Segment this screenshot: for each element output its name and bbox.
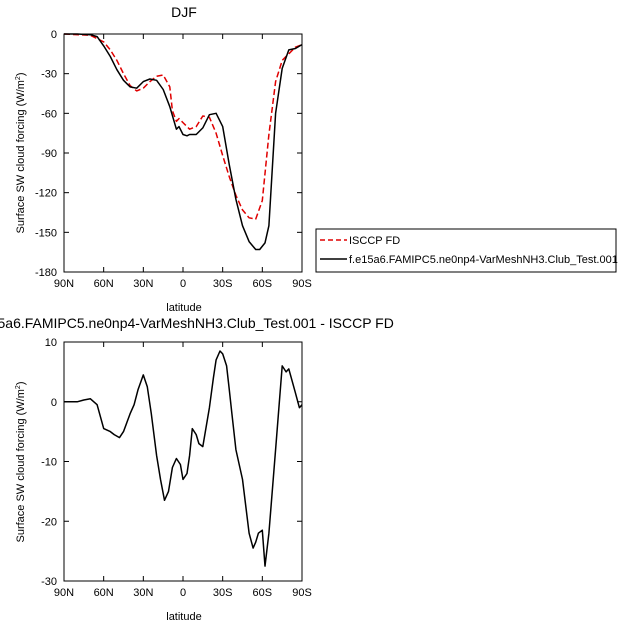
plot1-xtick-label-1: 60N [94,587,114,599]
plot0-xtick-label-1: 60N [94,278,114,290]
plot1-xtick-label-2: 30N [133,587,153,599]
plot0-xtick-label-3: 0 [180,278,186,290]
plot0-series-0-line [63,33,303,220]
plot-top-xlabel: latitude [166,302,201,314]
plot1-xtick-label-5: 60S [253,587,273,599]
plot1-xtick-label-4: 30S [213,587,233,599]
plot0-xtick-label-0: 90N [54,278,74,290]
plot1-ytick-label-4: -30 [41,576,57,588]
plot0-series-1-line [64,33,303,251]
plot-bottom-ylabel: Surface SW cloud forcing (W/m2) [15,381,27,542]
plot-top-ylabel: Surface SW cloud forcing (W/m2) [15,72,27,233]
plot0-xtick-label-6: 90S [292,278,312,290]
plot0-ytick-label-5: -150 [35,227,57,239]
legend-box [315,228,617,273]
plot1-ytick-label-0: 10 [45,337,57,349]
legend: ISCCP FD f.e15a6.FAMIPC5.ne0np4-VarMeshN… [315,228,618,273]
plot0-xtick-label-4: 30S [213,278,233,290]
plot1-xtick-label-3: 0 [180,587,186,599]
plot1-xtick-label-6: 90S [292,587,312,599]
plot1-frame [63,341,303,582]
plot1-ytick-label-3: -20 [41,516,57,528]
plot0-xtick-label-2: 30N [133,278,153,290]
plot0-xtick-label-5: 60S [253,278,273,290]
plot-top: DJF 90N 60N 30N 0 30S 60S 90S 0 -30 -60 -90 -120 -15… [15,4,312,314]
legend-label-isccp: ISCCP FD [349,235,400,247]
plot-top-title: DJF [171,4,197,20]
plot0-ytick-label-3: -90 [41,148,57,160]
plot1-ytick-label-2: -10 [41,457,57,469]
plot1-series-0-line [64,350,303,567]
plot1-xtick-label-0: 90N [54,587,74,599]
plot0-ytick-label-1: -30 [41,69,57,81]
plot-bottom-axes: 90N 60N 30N 0 30S 60S 90S 10 0 -10 -20 -30 [41,337,312,599]
plot0-ytick-label-4: -120 [35,188,57,200]
plot-bottom-title: f.e15a6.FAMIPC5.ne0np4-VarMeshNH3.Club_T… [0,315,394,331]
plot0-ytick-label-0: 0 [51,29,57,41]
plot0-ytick-label-2: -60 [41,108,57,120]
legend-label-model: f.e15a6.FAMIPC5.ne0np4-VarMeshNH3.Club_T… [349,254,618,266]
plot1-ytick-label-1: 0 [51,397,57,409]
plot-top-axes: 90N 60N 30N 0 30S 60S 90S 0 -30 -60 -90 -120 -150 -18… [35,29,312,290]
plot-bottom-xlabel: latitude [166,611,201,623]
plot0-ytick-label-6: -180 [35,267,57,279]
plot-bottom: f.e15a6.FAMIPC5.ne0np4-VarMeshNH3.Club_T… [0,315,394,623]
